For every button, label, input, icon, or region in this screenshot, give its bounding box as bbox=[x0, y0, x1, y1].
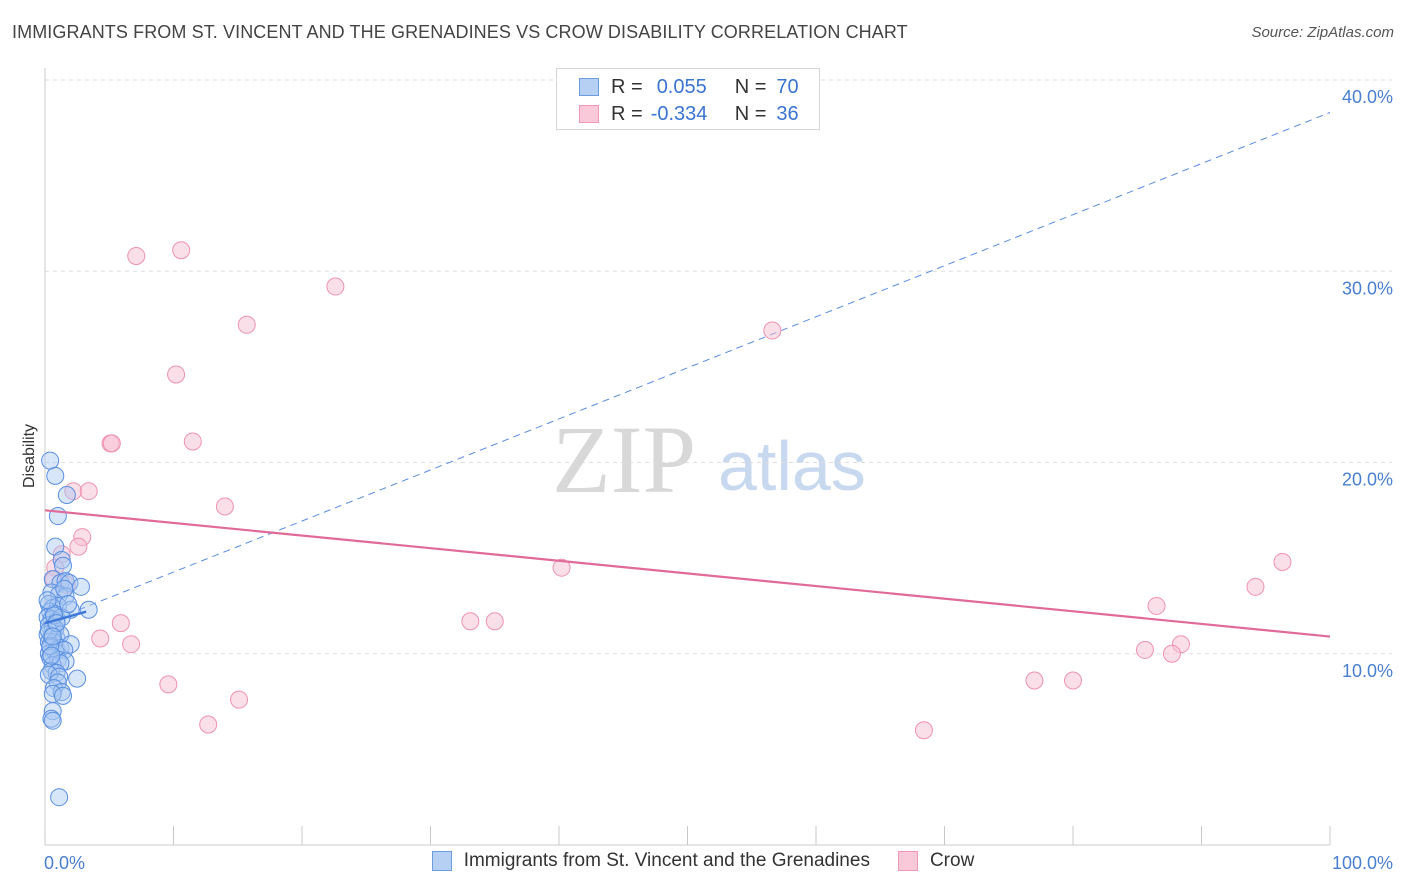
point-immigrants bbox=[43, 711, 62, 730]
gridlines bbox=[45, 79, 1392, 655]
point-crow bbox=[1135, 640, 1154, 659]
point-crow bbox=[122, 635, 141, 654]
series-legend: Immigrants from St. Vincent and the Gren… bbox=[0, 850, 1406, 872]
x-tick-labels: 0.0% 100.0% bbox=[44, 853, 1393, 873]
point-crow bbox=[69, 537, 88, 556]
point-immigrants bbox=[59, 595, 78, 614]
legend-swatch-pink bbox=[897, 851, 918, 871]
point-immigrants bbox=[41, 451, 60, 470]
point-crow bbox=[159, 675, 178, 694]
point-immigrants bbox=[43, 627, 62, 646]
point-immigrants bbox=[79, 600, 98, 619]
point-immigrants bbox=[60, 573, 79, 592]
point-crow bbox=[79, 482, 98, 501]
point-immigrants bbox=[53, 686, 72, 705]
correlation-legend: R = 0.055 N = 70 R = -0.334 N = 36 bbox=[556, 68, 820, 130]
y-tick-label: 30.0% bbox=[1342, 278, 1393, 298]
y-axis-title: Disability bbox=[21, 424, 38, 488]
watermark-atlas: atlas bbox=[718, 427, 866, 505]
trendline-dashed-layer bbox=[44, 112, 1331, 624]
legend-item-crow[interactable]: Crow bbox=[897, 850, 975, 872]
chart-title: IMMIGRANTS FROM ST. VINCENT AND THE GREN… bbox=[12, 22, 908, 42]
x-tick-label: 100.0% bbox=[1332, 853, 1393, 873]
point-crow bbox=[1025, 671, 1044, 690]
legend-r-label: R = bbox=[611, 75, 643, 98]
point-crow bbox=[485, 612, 504, 631]
point-crow bbox=[763, 321, 782, 340]
point-immigrants bbox=[43, 702, 62, 721]
point-crow bbox=[111, 614, 130, 633]
y-tick-label: 20.0% bbox=[1342, 470, 1393, 490]
series-immigrants-points bbox=[38, 451, 98, 807]
point-crow bbox=[237, 315, 256, 334]
point-crow bbox=[1064, 671, 1082, 690]
point-crow bbox=[326, 277, 345, 296]
legend-row-immigrants: R = 0.055 N = 70 bbox=[579, 74, 799, 100]
point-crow bbox=[91, 629, 110, 648]
point-immigrants bbox=[52, 551, 71, 570]
watermark-zip: ZIP bbox=[552, 406, 696, 513]
y-tick-labels: 10.0% 20.0% 30.0% 40.0% bbox=[1342, 87, 1393, 681]
legend-r-value: 0.055 bbox=[656, 75, 707, 98]
trendline-dashed bbox=[44, 112, 1331, 624]
legend-r-value: -0.334 bbox=[650, 102, 708, 125]
point-crow bbox=[1246, 577, 1265, 596]
point-crow bbox=[167, 365, 186, 384]
legend-n-value: 70 bbox=[776, 75, 799, 98]
point-immigrants bbox=[57, 486, 76, 505]
trendline-solid-layer bbox=[44, 509, 1331, 638]
point-crow bbox=[461, 612, 480, 631]
point-immigrants bbox=[38, 591, 57, 610]
point-crow bbox=[199, 715, 218, 734]
point-crow bbox=[914, 721, 933, 740]
trendline-immigrants bbox=[44, 610, 87, 625]
x-axis-ticks bbox=[44, 826, 1331, 845]
point-immigrants bbox=[50, 788, 69, 807]
point-crow bbox=[1162, 644, 1181, 663]
point-crow bbox=[215, 497, 234, 516]
point-immigrants bbox=[51, 654, 70, 673]
point-immigrants bbox=[50, 667, 69, 686]
point-immigrants bbox=[71, 577, 90, 596]
trendline-crow bbox=[44, 509, 1331, 638]
chart-source: Source: ZipAtlas.com bbox=[1251, 24, 1394, 41]
point-immigrants bbox=[46, 466, 65, 485]
point-crow bbox=[127, 246, 146, 265]
legend-n-label: N = bbox=[734, 75, 767, 98]
point-immigrants bbox=[42, 646, 61, 665]
y-tick-label: 10.0% bbox=[1342, 661, 1393, 681]
legend-n-label: N = bbox=[734, 102, 767, 125]
legend-item-immigrants[interactable]: Immigrants from St. Vincent and the Gren… bbox=[431, 850, 870, 872]
series-crow-points bbox=[44, 241, 1292, 740]
x-tick-label: 0.0% bbox=[44, 853, 85, 873]
legend-swatch-blue bbox=[431, 851, 452, 871]
legend-row-crow: R = -0.334 N = 36 bbox=[579, 101, 799, 127]
legend-label-immigrants: Immigrants from St. Vincent and the Gren… bbox=[463, 850, 870, 871]
point-crow bbox=[1147, 596, 1166, 615]
point-crow bbox=[183, 432, 202, 451]
point-crow bbox=[1273, 552, 1292, 571]
legend-swatch-pink bbox=[579, 105, 599, 123]
legend-swatch-blue bbox=[579, 78, 599, 96]
legend-n-value: 36 bbox=[776, 102, 799, 125]
point-crow bbox=[172, 241, 191, 260]
legend-label-crow: Crow bbox=[929, 850, 975, 871]
point-crow bbox=[102, 434, 121, 453]
point-crow bbox=[230, 690, 249, 709]
point-immigrants bbox=[55, 579, 74, 598]
point-crow bbox=[552, 558, 571, 577]
watermark: ZIP atlas bbox=[552, 406, 866, 513]
point-immigrants bbox=[53, 556, 72, 575]
y-tick-label: 40.0% bbox=[1342, 87, 1393, 107]
legend-r-label: R = bbox=[611, 102, 643, 125]
point-immigrants bbox=[68, 669, 87, 688]
